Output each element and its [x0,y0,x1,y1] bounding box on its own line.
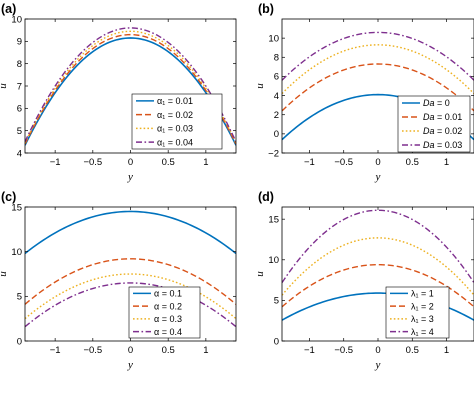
legend-entry: λ₁ = 3 [411,314,434,324]
series-line-2 [25,258,236,305]
x-tick-label: 0 [128,157,133,168]
series-line-3 [282,237,474,296]
legend-entry: λ₁ = 4 [411,327,434,337]
y-tick-label: 2 [274,110,279,121]
y-tick-label: 5 [274,296,279,307]
y-tick-label: 15 [11,202,22,213]
x-tick-label: −0.5 [334,157,353,168]
series-line-4 [25,282,236,328]
x-tick-label: 1 [203,157,208,168]
series-line-2 [282,263,474,308]
x-tick-label: 0.5 [406,345,419,356]
y-tick-label: 0 [17,336,22,347]
x-tick-label: 0 [375,157,380,168]
x-tick-label: −0.5 [83,345,102,356]
legend-entry: α = 0.2 [154,301,182,311]
y-tick-label: 8 [274,53,279,64]
legend-entry: α₁ = 0.02 [157,110,193,120]
legend-box [131,93,223,150]
x-tick-label: 0 [375,345,380,356]
x-tick-label: −1 [304,157,315,168]
x-axis-label: y [127,359,133,371]
legend: α₁ = 0.01 α₁ = 0.02 α₁ = 0.03 α₁ = 0.04 [131,93,223,150]
series-line-2 [282,63,474,112]
legend-entry: α₁ = 0.03 [157,124,193,134]
legend-entry: α = 0.4 [154,327,182,337]
series-line-4 [282,209,474,284]
legend-entry: α = 0.3 [154,314,182,324]
series-line-3 [25,30,236,144]
y-axis-label: u [254,83,266,89]
x-tick-label: 0 [128,345,133,356]
x-tick-label: 1 [444,157,449,168]
series-line-2 [25,33,236,145]
y-axis-label: u [0,83,9,89]
y-tick-label: 4 [17,148,22,159]
y-tick-label: 15 [268,214,279,225]
y-tick-label: 5 [17,126,22,137]
legend-box [128,286,201,339]
legend-entry: Da = 0.01 [423,112,462,122]
series-line-1 [25,37,236,146]
x-axis-label: y [375,359,381,371]
y-tick-label: 10 [268,33,279,44]
series-line-3 [282,44,474,95]
y-tick-label: 0 [274,336,279,347]
legend-entry: λ₁ = 2 [411,301,434,311]
legend: Da = 0 Da = 0.01 Da = 0.02 Da = 0.03 [397,95,471,153]
series-line-3 [25,273,236,320]
y-axis-label: u [0,271,9,277]
panel-label: (c) [1,190,16,204]
panel-label: (b) [258,2,274,16]
y-tick-label: 6 [17,104,22,115]
series-line-4 [25,27,236,143]
legend: α = 0.1 α = 0.2 α = 0.3 α = 0.4 [128,286,201,339]
legend-entry: λ₁ = 1 [411,289,434,299]
y-tick-label: 7 [17,81,22,92]
panel-b: −1 −0.5 0 0.5 1 −2 0 2 4 6 8 10 y u (b) Da = 0 Da = 0.01… [254,2,474,183]
x-tick-label: 0.5 [162,157,175,168]
legend-entry: α₁ = 0.04 [157,137,193,147]
legend-entry: α₁ = 0.01 [157,96,193,106]
x-tick-label: 1 [444,345,449,356]
x-tick-label: −1 [50,345,61,356]
y-tick-label: 4 [274,91,279,102]
legend-entry: Da = 0.03 [423,140,462,150]
legend-box [385,286,450,339]
x-tick-label: −0.5 [83,157,102,168]
legend: λ₁ = 1 λ₁ = 2 λ₁ = 3 λ₁ = 4 [385,286,450,339]
x-tick-label: −1 [304,345,315,356]
panel-label: (d) [258,190,274,204]
x-tick-label: −1 [50,157,61,168]
y-tick-label: 6 [274,72,279,83]
legend-box [397,95,471,153]
x-tick-label: 1 [203,345,208,356]
y-tick-label: 9 [17,37,22,48]
series-line-4 [282,31,474,81]
legend-entry: α = 0.1 [154,289,182,299]
y-tick-label: 10 [268,255,279,266]
legend-entry: Da = 0.02 [423,126,462,136]
x-tick-label: −0.5 [334,345,353,356]
legend-entry: Da = 0 [423,98,450,108]
y-tick-label: −2 [268,148,279,159]
y-tick-label: 5 [17,292,22,303]
x-tick-label: 0.5 [162,345,175,356]
y-tick-label: 10 [11,247,22,258]
y-axis-label: u [254,271,266,277]
x-axis-label: y [375,171,381,183]
y-tick-label: 10 [11,14,22,25]
series-line-1 [25,210,236,255]
x-axis-label: y [127,171,133,183]
panel-label: (a) [1,2,16,16]
y-tick-label: 8 [17,59,22,70]
y-tick-label: 0 [274,129,279,140]
x-tick-label: 0.5 [406,157,419,168]
